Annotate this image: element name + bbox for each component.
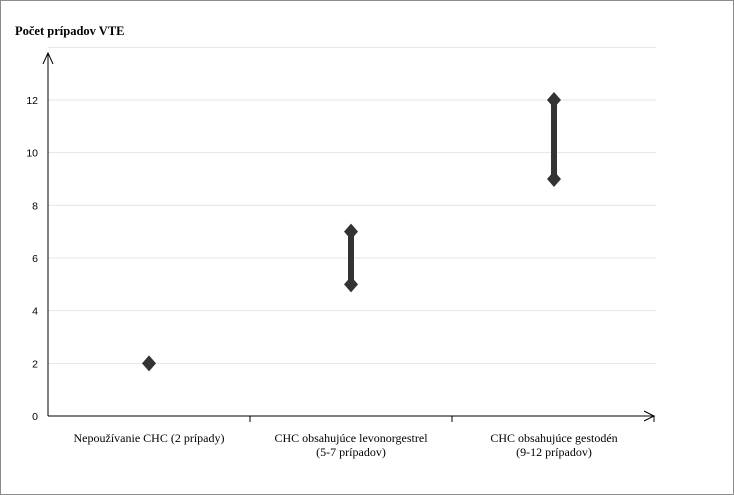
category-label-0: Nepoužívanie CHC (2 prípady) <box>74 431 225 445</box>
y-tick-label-8: 8 <box>32 200 38 212</box>
category-label-2-line-0: CHC obsahujúce gestodén <box>490 431 617 445</box>
range-low-marker-2 <box>547 171 561 187</box>
y-tick-label-12: 12 <box>26 95 38 107</box>
y-tick-label-4: 4 <box>32 306 38 318</box>
point-marker-0 <box>142 355 156 372</box>
y-tick-label-6: 6 <box>32 253 38 265</box>
y-tick-label-2: 2 <box>32 358 38 370</box>
range-high-marker-2 <box>547 92 561 108</box>
y-tick-label-0: 0 <box>32 411 38 423</box>
category-label-1-line-0: CHC obsahujúce levonorgestrel <box>274 431 428 445</box>
category-label-1-line-1: (5-7 prípadov) <box>316 445 386 459</box>
range-high-marker-1 <box>344 223 358 240</box>
category-label-2-line-1: (9-12 prípadov) <box>516 445 592 459</box>
y-axis-arrow <box>42 51 54 65</box>
range-low-marker-1 <box>344 276 358 293</box>
y-tick-label-10: 10 <box>26 148 38 160</box>
y-axis-title: Počet prípadov VTE <box>15 24 125 38</box>
